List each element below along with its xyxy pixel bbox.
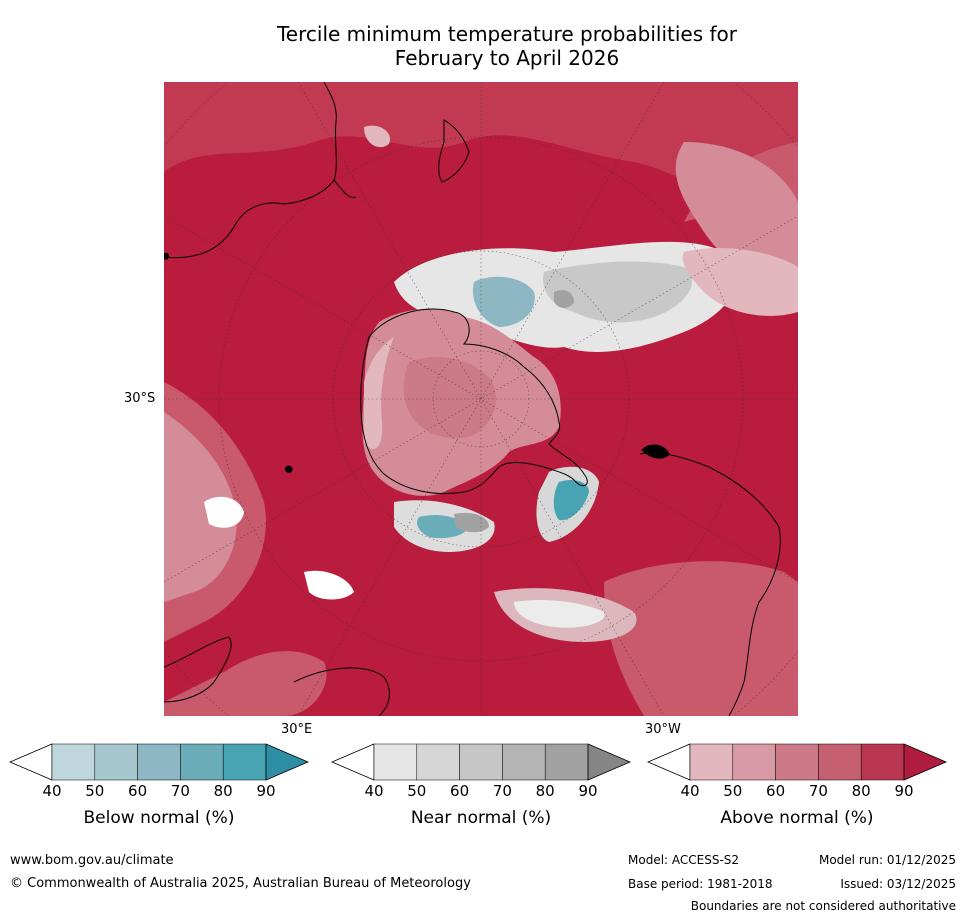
region-below-upper [472, 276, 535, 327]
coast-antarctica [360, 308, 588, 495]
map-title: Tercile minimum temperature probabilitie… [164, 22, 850, 70]
region-south-near [514, 600, 605, 628]
colorbar-above-tick: 70 [808, 782, 828, 800]
region-near-upper-mid [543, 261, 693, 323]
probability-map [164, 82, 798, 716]
island-falklands [641, 444, 670, 459]
colorbar-below-segment [137, 743, 181, 781]
footer-issued: Issued: 03/12/2025 [840, 877, 956, 891]
colorbar-near-tick: 90 [578, 782, 598, 800]
colorbar-below-min-extend [8, 743, 53, 781]
colorbar-near-tick: 80 [535, 782, 555, 800]
colorbar-below-svg [8, 743, 310, 781]
footer-model: Model: ACCESS-S2 [628, 853, 740, 867]
coast-tasmania [333, 179, 357, 199]
lon-label-30w: 30°W [645, 722, 681, 737]
region-sw-red [164, 651, 327, 716]
colorbar-near-segment [373, 743, 418, 781]
colorbar-near-tick: 50 [407, 782, 427, 800]
region-antarctica-edge [364, 337, 394, 450]
region-near-weddell-dark [454, 512, 489, 533]
colorbar-near-max-extend [587, 743, 632, 781]
colorbar-above-tick: 50 [723, 782, 743, 800]
colorbar-above-segment [689, 743, 734, 781]
colorbar-above-tick: 80 [851, 782, 871, 800]
colorbar-near-min-extend [330, 743, 375, 781]
island-kerguelen [284, 465, 293, 473]
colorbar-below-segment [94, 743, 138, 781]
coast-africa-south [293, 667, 390, 716]
colorbar-above [646, 743, 948, 781]
region-se-red [604, 561, 798, 716]
footer-disclaimer: Boundaries are not considered authoritat… [690, 899, 956, 913]
colorbar-above-tick: 90 [894, 782, 914, 800]
coastlines [164, 82, 781, 716]
footer-base-period: Base period: 1981-2018 [628, 877, 773, 891]
colorbar-below-segment [222, 743, 267, 781]
colorbar-near-tick: 60 [450, 782, 470, 800]
colorbar-near [330, 743, 632, 781]
region-below-ross [553, 480, 589, 521]
colorbar-near-tick: 40 [364, 782, 384, 800]
colorbar-above-tick: 60 [766, 782, 786, 800]
colorbar-below-max-extend [265, 743, 310, 781]
colorbar-near-segment [459, 743, 503, 781]
footer-model-run: Model run: 01/12/2025 [818, 853, 956, 867]
region-ne-lightpink [682, 247, 798, 316]
island-west [164, 253, 169, 260]
colorbar-above-segment [775, 743, 819, 781]
footer-website: www.bom.gov.au/climate [10, 853, 174, 868]
pocket-pink-nz [364, 125, 390, 148]
pocket-white-2 [304, 570, 354, 600]
region-antarctica-core [403, 357, 497, 439]
colorbar-above-segment [860, 743, 905, 781]
colorbar-near-tick: 70 [492, 782, 512, 800]
lon-label-30e: 30°E [281, 722, 313, 737]
footer-copyright: © Commonwealth of Australia 2025, Austra… [10, 876, 471, 891]
colorbar-below-tick: 40 [42, 782, 62, 800]
lat-label-30s: 30°S [124, 391, 156, 406]
coast-south-america [639, 452, 781, 716]
colorbar-below-tick: 90 [256, 782, 276, 800]
colorbar-below [8, 743, 310, 781]
colorbar-near-segment [544, 743, 589, 781]
region-ne-pink [675, 142, 798, 284]
region-upper-red [164, 82, 798, 204]
coast-new-zealand [438, 119, 470, 183]
colorbar-below-tick: 60 [128, 782, 148, 800]
region-west-pink [164, 412, 237, 602]
colorbar-below-tick: 70 [170, 782, 190, 800]
colorbar-above-tick: 40 [680, 782, 700, 800]
map-canvas [164, 82, 798, 716]
graticule [164, 82, 798, 716]
colorbar-below-tick: 80 [213, 782, 233, 800]
colorbar-near-title: Near normal (%) [410, 808, 552, 828]
colorbar-above-title: Above normal (%) [720, 808, 874, 828]
colorbar-below-segment [180, 743, 224, 781]
colorbar-near-segment [416, 743, 460, 781]
colorbar-above-max-extend [903, 743, 948, 781]
colorbar-near-svg [330, 743, 632, 781]
colorbar-below-segment [51, 743, 96, 781]
pocket-white-1 [204, 496, 244, 528]
title-line-2: February to April 2026 [394, 46, 620, 70]
coast-africa-cape [164, 636, 232, 703]
colorbar-above-segment [818, 743, 862, 781]
region-near-dark [554, 290, 574, 308]
colorbar-above-svg [646, 743, 948, 781]
colorbar-above-segment [732, 743, 776, 781]
colorbar-above-min-extend [646, 743, 691, 781]
colorbar-below-title: Below normal (%) [83, 808, 235, 828]
colorbar-near-segment [502, 743, 546, 781]
colorbar-below-tick: 50 [85, 782, 105, 800]
title-line-1: Tercile minimum temperature probabilitie… [276, 22, 738, 46]
coast-australia [164, 82, 337, 259]
